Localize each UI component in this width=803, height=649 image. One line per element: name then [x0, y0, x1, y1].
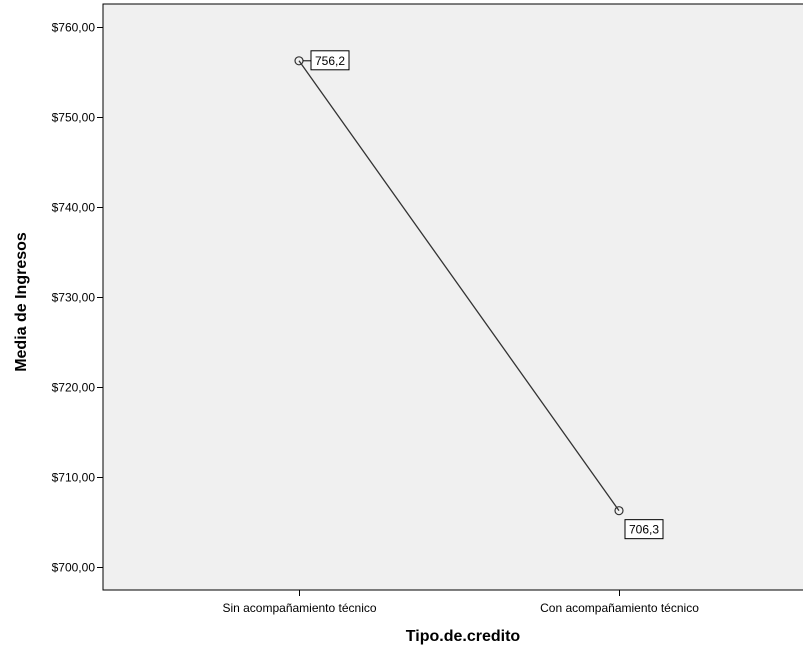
y-axis-title: Media de Ingresos [13, 232, 30, 372]
y-tick-label: $740,00 [52, 201, 96, 215]
y-tick-label: $730,00 [52, 291, 96, 305]
data-label-box [310, 50, 350, 71]
x-tick-label: Sin acompañamiento técnico [222, 601, 376, 615]
y-axis: $700,00 $710,00 $720,00 $730,00 $740,00 $750,… [52, 21, 103, 575]
data-labels: 756,2 706,3 [303, 50, 664, 540]
data-label-box [624, 519, 664, 540]
data-point [614, 506, 624, 516]
data-label: 756,2 [315, 54, 345, 68]
y-tick-label: $710,00 [52, 471, 96, 485]
y-tick-label: $720,00 [52, 381, 96, 395]
x-axis: Sin acompañamiento técnico Con acompañami… [222, 590, 699, 615]
x-axis-title: Tipo.de.credito [406, 628, 521, 645]
y-tick-label: $700,00 [52, 561, 96, 575]
y-tick-label: $760,00 [52, 21, 96, 35]
plot-area [102, 3, 803, 591]
x-tick-label: Con acompañamiento técnico [540, 601, 699, 615]
y-tick-label: $750,00 [52, 111, 96, 125]
series-path [298, 60, 620, 512]
data-label: 706,3 [629, 523, 659, 537]
series-line [294, 56, 624, 516]
